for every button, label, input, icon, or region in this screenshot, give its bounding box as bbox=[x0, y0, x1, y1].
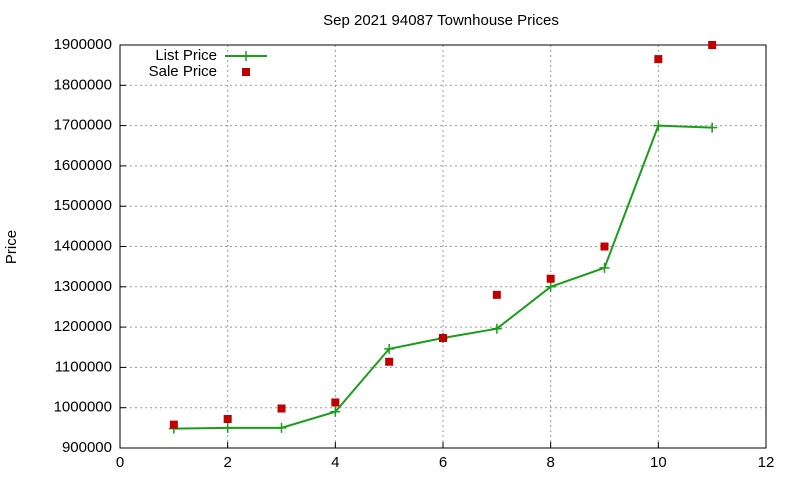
legend-label: List Price bbox=[155, 47, 217, 64]
data-point bbox=[276, 422, 287, 433]
data-point bbox=[545, 281, 556, 292]
y-tick-label: 1900000 bbox=[54, 36, 112, 53]
y-tick-label: 900000 bbox=[62, 439, 112, 456]
legend-swatch bbox=[242, 68, 250, 76]
data-point bbox=[708, 41, 717, 49]
legend-swatch bbox=[241, 51, 251, 61]
chart-title: Sep 2021 94087 Townhouse Prices bbox=[323, 12, 559, 29]
x-tick-label: 0 bbox=[116, 454, 124, 471]
y-tick-label: 1200000 bbox=[54, 318, 112, 335]
data-point bbox=[707, 122, 718, 133]
data-point bbox=[653, 120, 664, 131]
data-point bbox=[277, 404, 286, 413]
data-point bbox=[599, 262, 610, 273]
data-point bbox=[222, 422, 233, 433]
data-point bbox=[331, 398, 340, 407]
y-tick-label: 1700000 bbox=[54, 117, 112, 134]
y-tick-label: 1800000 bbox=[54, 76, 112, 93]
data-point bbox=[654, 55, 663, 64]
plot-frame bbox=[119, 44, 767, 449]
x-tick-label: 12 bbox=[758, 454, 775, 471]
x-tick-label: 10 bbox=[650, 454, 667, 471]
x-tick-label: 6 bbox=[439, 454, 447, 471]
data-point bbox=[546, 274, 555, 283]
data-point bbox=[600, 242, 609, 251]
y-tick-label: 1600000 bbox=[54, 157, 112, 174]
x-tick-label: 8 bbox=[546, 454, 554, 471]
data-point bbox=[169, 420, 178, 429]
y-tick-label: 1000000 bbox=[54, 399, 112, 416]
data-point bbox=[330, 406, 341, 417]
y-tick-label: 1100000 bbox=[55, 358, 112, 375]
x-tick-label: 4 bbox=[331, 454, 339, 471]
data-point bbox=[492, 290, 501, 299]
data-point bbox=[385, 357, 394, 366]
y-tick-label: 1400000 bbox=[54, 237, 112, 254]
data-point bbox=[384, 343, 395, 354]
y-tick-label: 1500000 bbox=[54, 197, 112, 214]
legend-label: Sale Price bbox=[149, 63, 217, 80]
x-tick-label: 2 bbox=[223, 454, 231, 471]
y-axis-label: Price bbox=[3, 230, 20, 264]
data-point bbox=[439, 333, 447, 342]
data-point bbox=[223, 414, 232, 423]
data-point bbox=[491, 323, 502, 334]
y-tick-label: 1300000 bbox=[54, 278, 112, 295]
